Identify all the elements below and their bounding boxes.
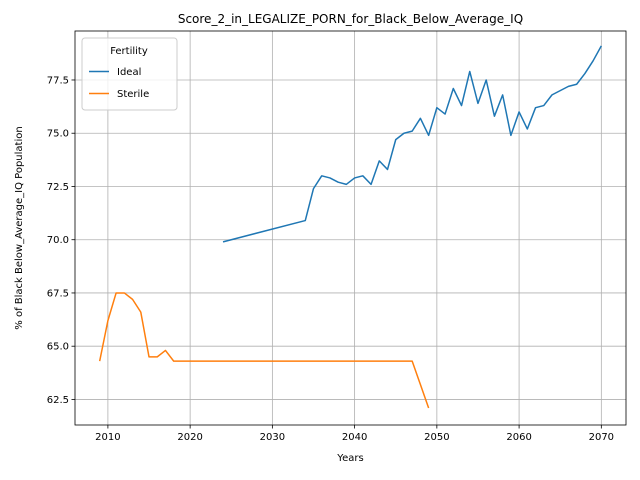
y-tick-label: 72.5 (47, 182, 69, 193)
legend-label-sterile: Sterile (117, 89, 149, 100)
series-line-sterile (98, 292, 430, 409)
x-tick-label: 2040 (342, 432, 367, 443)
legend-label-ideal: Ideal (117, 67, 141, 78)
y-axis-ticks: 62.5 65.0 67.5 70.0 72.5 75.0 77.5 (47, 75, 75, 406)
legend-box (81, 37, 178, 111)
x-tick-label: 2050 (424, 432, 449, 443)
y-tick-label: 67.5 (47, 288, 69, 299)
x-tick-label: 2010 (95, 432, 120, 443)
x-tick-label: 2060 (506, 432, 531, 443)
y-tick-label: 70.0 (47, 235, 69, 246)
grid (75, 31, 626, 425)
x-axis-label: Years (336, 453, 363, 464)
series-line-ideal (222, 45, 602, 243)
chart-title: Score_2_in_LEGALIZE_PORN_for_Black_Below… (178, 12, 523, 26)
y-tick-label: 62.5 (47, 395, 69, 406)
series-lines (98, 45, 602, 409)
y-tick-label: 77.5 (47, 75, 69, 86)
x-axis-ticks: 2010 2020 2030 2040 2050 2060 2070 (95, 425, 614, 443)
plot-frame (74, 30, 627, 426)
legend-title: Fertility (110, 46, 148, 57)
x-tick-label: 2030 (260, 432, 285, 443)
y-axis-label: % of Black Below_Average_IQ Population (14, 126, 25, 329)
y-tick-label: 75.0 (47, 129, 69, 140)
x-tick-label: 2020 (177, 432, 202, 443)
x-tick-label: 2070 (589, 432, 614, 443)
y-tick-label: 65.0 (47, 342, 69, 353)
legend: Fertility Ideal Sterile (81, 37, 178, 111)
